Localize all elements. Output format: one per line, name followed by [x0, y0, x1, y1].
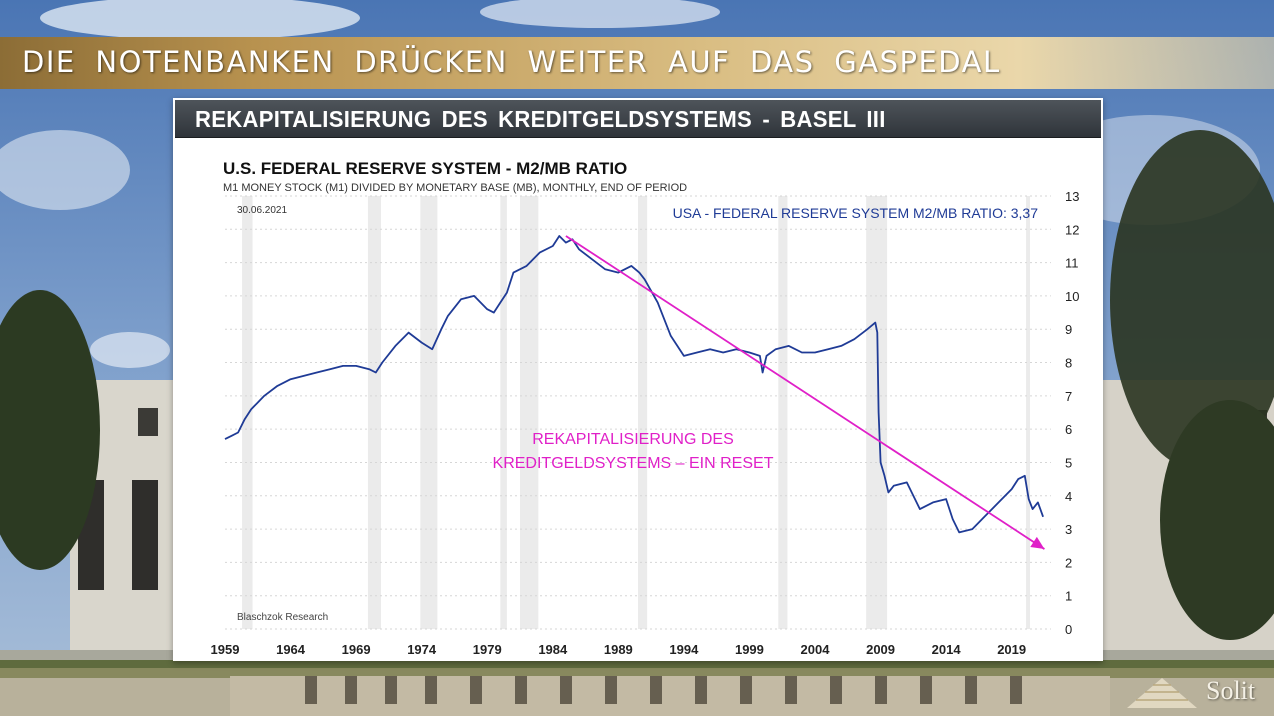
y-tick-label: 5: [1065, 455, 1072, 470]
x-tick-label: 2009: [866, 642, 895, 657]
x-tick-label: 1994: [669, 642, 699, 657]
y-tick-label: 6: [1065, 422, 1072, 437]
annotation-line-1: REKAPITALISIERUNG DES: [532, 431, 734, 448]
recession-band: [638, 196, 648, 629]
x-tick-label: 2014: [932, 642, 962, 657]
slide-banner: DIE NOTENBANKEN DRÜCKEN WEITER AUF DAS G…: [0, 37, 1274, 89]
chart-panel: REKAPITALISIERUNG DES KREDITGELDSYSTEMS …: [173, 98, 1103, 661]
x-tick-label: 1989: [604, 642, 633, 657]
panel-title: REKAPITALISIERUNG DES KREDITGELDSYSTEMS …: [195, 106, 886, 132]
recession-band: [778, 196, 788, 629]
x-tick-label: 1999: [735, 642, 764, 657]
chart-legend: USA - FEDERAL RESERVE SYSTEM M2/MB RATIO…: [673, 205, 1039, 221]
annotation-line-2: KREDITGELDSYSTEMS – EIN RESET: [493, 455, 774, 472]
slide-title: DIE NOTENBANKEN DRÜCKEN WEITER AUF DAS G…: [22, 45, 1001, 79]
y-tick-label: 1: [1065, 589, 1072, 604]
y-tick-label: 12: [1065, 222, 1079, 237]
x-tick-label: 1984: [538, 642, 568, 657]
chart-source-label: Blaschzok Research: [237, 612, 328, 623]
x-tick-label: 1964: [276, 642, 306, 657]
y-tick-label: 3: [1065, 522, 1072, 537]
y-tick-label: 7: [1065, 389, 1072, 404]
recession-band: [866, 196, 888, 629]
recession-band: [367, 196, 382, 629]
x-tick-label: 2019: [997, 642, 1026, 657]
x-tick-label: 1959: [211, 642, 240, 657]
chart-subtitle: M1 MONEY STOCK (M1) DIVIDED BY MONETARY …: [223, 182, 687, 194]
y-tick-label: 10: [1065, 289, 1079, 304]
recession-band: [1026, 196, 1031, 629]
y-tick-label: 8: [1065, 356, 1072, 371]
x-tick-label: 1974: [407, 642, 437, 657]
recession-band: [500, 196, 507, 629]
series-line: [224, 235, 1044, 534]
y-tick-label: 0: [1065, 622, 1072, 637]
x-tick-label: 2004: [801, 642, 831, 657]
trend-arrow-line: [565, 235, 1045, 550]
y-tick-label: 4: [1065, 489, 1072, 504]
y-tick-label: 11: [1065, 256, 1079, 271]
recession-band: [242, 196, 253, 629]
chart-date-label: 30.06.2021: [237, 205, 287, 216]
y-tick-label: 2: [1065, 555, 1072, 570]
solit-pyramid-logo-icon: [1127, 678, 1197, 708]
x-tick-label: 1979: [473, 642, 502, 657]
panel-header: REKAPITALISIERUNG DES KREDITGELDSYSTEMS …: [175, 100, 1101, 138]
x-tick-label: 1969: [342, 642, 371, 657]
recession-band: [520, 196, 539, 629]
chart-title: U.S. FEDERAL RESERVE SYSTEM - M2/MB RATI…: [223, 159, 627, 178]
y-tick-label: 9: [1065, 322, 1072, 337]
trend-arrow-head-icon: [1030, 536, 1045, 550]
recession-band: [420, 196, 438, 629]
y-tick-label: 13: [1065, 189, 1079, 204]
solit-brand: Solit: [1206, 676, 1256, 705]
